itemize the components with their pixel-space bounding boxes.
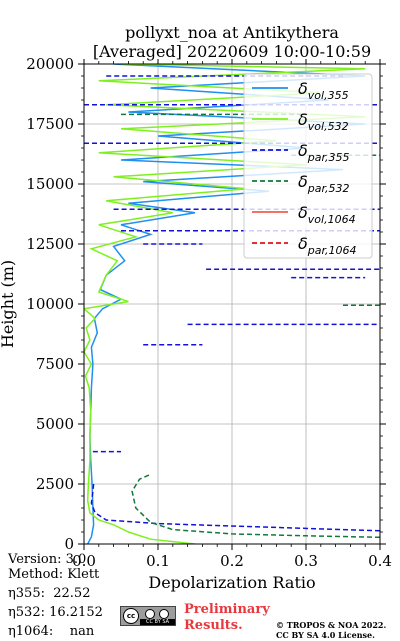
x-tick-label: 0.4 (368, 552, 392, 570)
sa-share-icon (159, 609, 169, 619)
method-text: Method: Klett (8, 567, 100, 582)
legend-entry: δpar,355 (298, 141, 350, 164)
x-tick-label: 0.0 (72, 552, 96, 570)
by-person-icon (145, 609, 155, 619)
y-tick-label: 12500 (26, 235, 74, 253)
copyright-text: © TROPOS & NOA 2022. (276, 620, 387, 630)
series-line-par-355 (90, 483, 380, 532)
cc-logo-icon: cc (123, 608, 139, 624)
y-tick-label: 7500 (36, 355, 74, 373)
y-tick-label: 20000 (26, 55, 74, 73)
cc-badge-text: cc by sa (140, 619, 175, 625)
eta1064-text: η1064: nan (8, 624, 95, 639)
results-text: Results. (184, 618, 243, 633)
y-tick-label: 2500 (36, 475, 74, 493)
chart-title: pollyxt_noa at Antikythera (125, 23, 339, 42)
x-axis-label: Depolarization Ratio (148, 573, 315, 592)
y-tick-label: 10000 (26, 295, 74, 313)
processing-info: Version: 3.0 Method: Klett η355: 22.52 η… (8, 550, 103, 641)
eta355-text: η355: 22.52 (8, 586, 91, 601)
credits: © TROPOS & NOA 2022. CC BY SA 4.0 Licens… (276, 620, 386, 640)
legend-entry: δvol,1064 (298, 203, 356, 226)
cc-license-badge: cc cc by sa (120, 606, 176, 626)
license-text: CC BY SA 4.0 License. (276, 630, 375, 640)
legend-entry: δpar,532 (298, 172, 350, 195)
y-tick-label: 17500 (26, 115, 74, 133)
preliminary-text: Preliminary (184, 602, 270, 617)
x-tick-label: 0.3 (294, 552, 318, 570)
version-text: Version: 3.0 (8, 552, 87, 567)
preliminary-notice: Preliminary Results. (184, 602, 270, 633)
y-axis-label: Height (m) (0, 260, 17, 348)
legend-entry: δvol,532 (298, 110, 349, 133)
eta532-text: η532: 16.2152 (8, 605, 103, 620)
series-group (84, 64, 380, 544)
chart-subtitle: [Averaged] 20220609 10:00-10:59 (93, 42, 371, 61)
y-tick-label: 0 (64, 535, 74, 553)
axes: 0.0 0.1 0.2 0.3 0.4 0 2500 5000 7500 10000 12500 15… (26, 55, 392, 570)
y-tick-label: 15000 (26, 175, 74, 193)
legend: δvol,355 δvol,532 δpar,355 δpar,532 δvol,106… (243, 73, 373, 259)
y-tick-label: 5000 (36, 415, 74, 433)
legend-entry: δvol,355 (298, 79, 349, 102)
x-tick-label: 0.1 (146, 552, 170, 570)
series-line-vol-532 (84, 64, 366, 544)
series-line-par-532 (131, 473, 380, 539)
legend-entry: δpar,1064 (298, 234, 357, 257)
x-tick-label: 0.2 (220, 552, 244, 570)
